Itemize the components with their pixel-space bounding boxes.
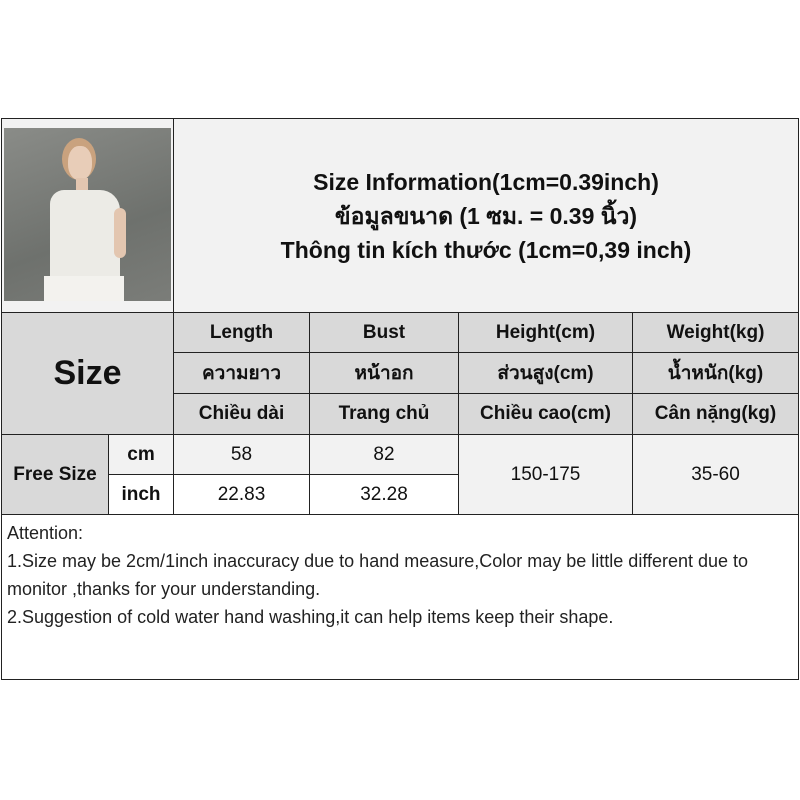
title-thai: ข้อมูลขนาด (1 ซม. = 0.39 นิ้ว) <box>334 202 638 229</box>
bust-cm: 82 <box>309 434 459 475</box>
header-bust-en: Bust <box>309 312 459 353</box>
attention-line-1: 1.Size may be 2cm/1inch inaccuracy due t… <box>7 551 749 599</box>
header-height-th: ส่วนสูง(cm) <box>458 352 633 394</box>
attention-heading: Attention: <box>7 523 84 543</box>
header-weight-th: น้ำหนัก(kg) <box>632 352 799 394</box>
unit-cm: cm <box>108 434 174 475</box>
header-weight-vi: Cân nặng(kg) <box>632 393 799 435</box>
length-cm: 58 <box>173 434 310 475</box>
weight-range: 35-60 <box>632 434 799 515</box>
size-info-title: Size Information(1cm=0.39inch) ข้อมูลขนา… <box>173 118 799 313</box>
header-length-vi: Chiều dài <box>173 393 310 435</box>
header-weight-en: Weight(kg) <box>632 312 799 353</box>
header-height-en: Height(cm) <box>458 312 633 353</box>
height-range: 150-175 <box>458 434 633 515</box>
title-vietnamese: Thông tin kích thước (1cm=0,39 inch) <box>280 236 692 263</box>
header-bust-vi: Trang chủ <box>309 393 459 435</box>
unit-inch: inch <box>108 474 174 515</box>
size-header: Size <box>1 312 174 435</box>
attention-line-2: 2.Suggestion of cold water hand washing,… <box>7 607 614 627</box>
length-inch: 22.83 <box>173 474 310 515</box>
header-length-th: ความยาว <box>173 352 310 394</box>
attention-notes: Attention: 1.Size may be 2cm/1inch inacc… <box>1 514 799 680</box>
header-length-en: Length <box>173 312 310 353</box>
row-label-free-size: Free Size <box>1 434 109 515</box>
bust-inch: 32.28 <box>309 474 459 515</box>
title-english: Size Information(1cm=0.39inch) <box>313 168 659 195</box>
header-height-vi: Chiều cao(cm) <box>458 393 633 435</box>
header-bust-th: หน้าอก <box>309 352 459 394</box>
product-model-photo <box>4 128 171 301</box>
